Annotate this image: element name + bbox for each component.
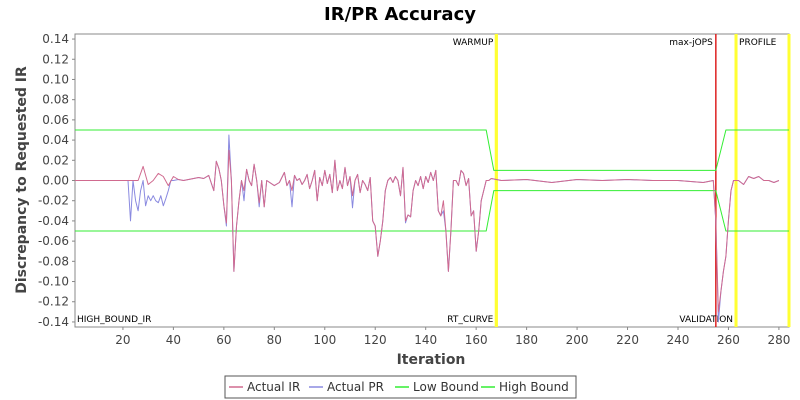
x-tick-label-2: 60: [216, 333, 231, 347]
annotations: HIGH_BOUND_IR: [77, 315, 151, 325]
marker-label-3: VALIDATION: [679, 315, 733, 325]
series-line-low-bound: [75, 190, 789, 232]
y-tick-label-1: -0.12: [38, 295, 69, 309]
y-axis-label: Discrepancy to Requested IR: [14, 66, 30, 294]
x-tick-label-9: 200: [566, 333, 589, 347]
y-tick-label-4: -0.06: [38, 234, 69, 248]
y-tick-label-13: 0.12: [42, 52, 69, 66]
y-tick-label-3: -0.08: [38, 254, 69, 268]
legend-label-1: Actual PR: [327, 380, 384, 394]
series-lines: [75, 129, 789, 323]
marker-label-4: PROFILE: [739, 38, 777, 48]
legend: Actual IR Actual PR Low Bound High Bound: [224, 375, 577, 399]
x-tick-label-13: 280: [767, 333, 790, 347]
series-line-high-bound: [75, 129, 789, 171]
x-tick-label-11: 240: [667, 333, 690, 347]
marker-label-2: max-jOPS: [669, 38, 713, 48]
x-axis-ticks: 20 40 60 80 100 120 140 160 180 200 220 240 260 280: [115, 327, 790, 347]
x-tick-label-4: 100: [313, 333, 336, 347]
corner-annotation-0: HIGH_BOUND_IR: [77, 315, 151, 325]
y-tick-label-10: 0.06: [42, 113, 69, 127]
x-axis-label: Iteration: [397, 352, 466, 368]
x-tick-label-6: 140: [414, 333, 437, 347]
legend-label-0: Actual IR: [247, 380, 300, 394]
y-tick-label-9: 0.04: [42, 133, 69, 147]
y-tick-label-8: 0.02: [42, 153, 69, 167]
x-tick-label-3: 80: [267, 333, 282, 347]
y-tick-label-6: -0.02: [38, 194, 69, 208]
marker-label-1: RT_CURVE: [447, 315, 493, 325]
x-tick-label-0: 20: [115, 333, 130, 347]
y-tick-label-0: -0.14: [38, 315, 69, 329]
y-tick-label-14: 0.14: [42, 32, 69, 46]
x-tick-label-1: 40: [166, 333, 181, 347]
y-tick-label-11: 0.08: [42, 93, 69, 107]
x-tick-label-8: 180: [515, 333, 538, 347]
chart-title: IR/PR Accuracy: [324, 4, 476, 25]
y-tick-label-5: -0.04: [38, 214, 69, 228]
x-tick-label-7: 160: [465, 333, 488, 347]
x-tick-label-5: 120: [364, 333, 387, 347]
y-axis-ticks: -0.14 -0.12 -0.10 -0.08 -0.06 -0.04 -0.02 0.00 0…: [38, 32, 75, 329]
legend-label-3: High Bound: [499, 380, 569, 394]
legend-label-2: Low Bound: [413, 380, 479, 394]
series-line-actual-ir: [75, 149, 780, 313]
y-tick-label-2: -0.10: [38, 275, 69, 289]
marker-label-0: WARMUP: [453, 38, 494, 48]
x-tick-label-10: 220: [616, 333, 639, 347]
x-tick-label-12: 260: [717, 333, 740, 347]
y-tick-label-7: 0.00: [42, 174, 69, 188]
y-tick-label-12: 0.10: [42, 72, 69, 86]
